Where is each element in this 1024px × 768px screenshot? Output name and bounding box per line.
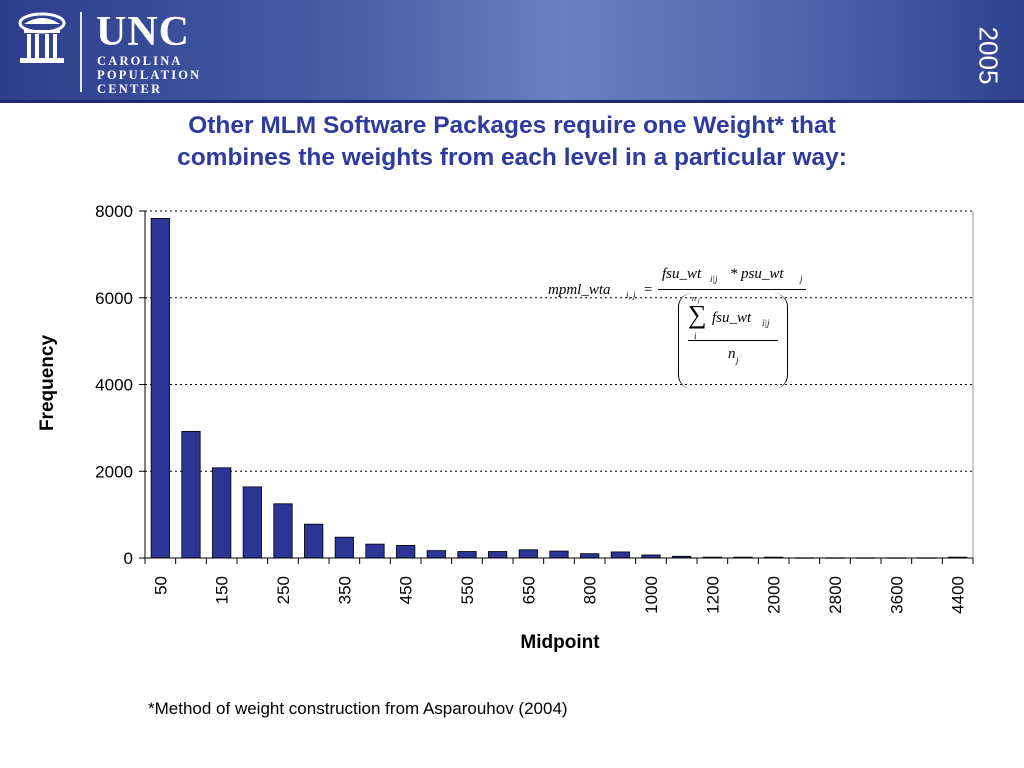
- weight-formula: mpml_wta i, j = fsu_wt i|j * psu_wt j n …: [540, 262, 810, 392]
- inner-fraction-bar: [688, 340, 778, 341]
- x-tick-label: 550: [458, 576, 477, 604]
- logo-divider: [80, 12, 82, 92]
- y-tick-label: 6000: [95, 289, 133, 308]
- logo-text: UNC: [96, 9, 190, 55]
- bar: [242, 486, 262, 559]
- sum-lower-limit: i: [694, 331, 697, 341]
- formula-fraction-bar: [658, 289, 806, 290]
- formula-numerator: fsu_wt: [662, 266, 702, 282]
- formula-inner-sub: i|j: [762, 318, 770, 328]
- x-tick-label: 350: [335, 576, 354, 604]
- title-line-2: combines the weights from each level in …: [177, 144, 847, 171]
- logo-sub-line-3: CENTER: [97, 82, 163, 96]
- x-tick-label: 250: [274, 576, 293, 604]
- x-tick-label: 1200: [703, 576, 722, 614]
- bar: [365, 543, 385, 559]
- y-tick-label: 0: [124, 549, 133, 568]
- title-line-1: Other MLM Software Packages require one …: [188, 112, 836, 139]
- formula-numerator-rest-sub: j: [800, 274, 803, 284]
- x-tick-labels: 50 150 250 350 450 550 650 800 1000 1200 2000 2800 3…: [151, 576, 967, 614]
- sum-symbol: ∑: [688, 300, 707, 329]
- x-tick-label: 4400: [949, 576, 968, 614]
- formula-lhs: mpml_wta: [548, 282, 611, 298]
- x-tick-label: 650: [519, 576, 538, 604]
- bar: [273, 503, 293, 559]
- bar: [334, 536, 354, 559]
- formula-parentheses: [678, 293, 788, 389]
- bar: [518, 549, 538, 559]
- bars: [150, 217, 968, 559]
- x-tick-label: 2000: [765, 576, 784, 614]
- gridlines: [145, 210, 973, 472]
- x-tick-label: 800: [581, 576, 600, 604]
- slide-title: Other MLM Software Packages require one …: [60, 110, 964, 174]
- bar: [549, 550, 569, 559]
- x-tick-label: 3600: [887, 576, 906, 614]
- x-tick-label: 1000: [642, 576, 661, 614]
- logo-sub-line-2: POPULATION: [97, 68, 202, 82]
- header-band: UNC CAROLINA POPULATION CENTER 2005: [0, 0, 1024, 103]
- formula-denominator: n: [728, 346, 736, 362]
- bar: [457, 551, 477, 559]
- sum-upper-limit-sub: j: [698, 298, 700, 304]
- bar: [610, 551, 630, 559]
- old-well-logo-icon: [18, 12, 66, 63]
- x-tick-label: 450: [397, 576, 416, 604]
- x-tick-label: 150: [213, 576, 232, 604]
- bar: [212, 467, 232, 559]
- y-tick-label: 4000: [95, 376, 133, 395]
- bar: [181, 430, 201, 559]
- x-axis-label: Midpoint: [520, 632, 600, 653]
- footnote: *Method of weight construction from Aspa…: [148, 699, 568, 718]
- bar: [304, 523, 324, 559]
- formula-lhs-sub: i, j: [626, 290, 636, 300]
- formula-equals: =: [644, 282, 653, 298]
- logo-sub-line-1: CAROLINA: [97, 54, 183, 68]
- y-tick-label: 8000: [95, 202, 133, 221]
- sum-upper-limit: n: [692, 294, 696, 303]
- bar: [426, 550, 446, 559]
- formula-numerator-sub: i|j: [710, 274, 718, 284]
- bar: [488, 551, 508, 559]
- bar: [150, 217, 170, 559]
- y-tick-labels: 0 2000 4000 6000 8000: [95, 202, 133, 568]
- x-tick-label: 2800: [826, 576, 845, 614]
- axes: [139, 210, 974, 564]
- x-tick-label: 50: [151, 576, 170, 595]
- bar: [580, 553, 600, 559]
- bar: [396, 545, 416, 559]
- formula-inner: fsu_wt: [712, 310, 752, 326]
- formula-denominator-sub: j: [736, 355, 739, 365]
- y-tick-label: 2000: [95, 462, 133, 481]
- formula-numerator-rest: * psu_wt: [726, 266, 784, 282]
- header-rule: [0, 100, 1024, 103]
